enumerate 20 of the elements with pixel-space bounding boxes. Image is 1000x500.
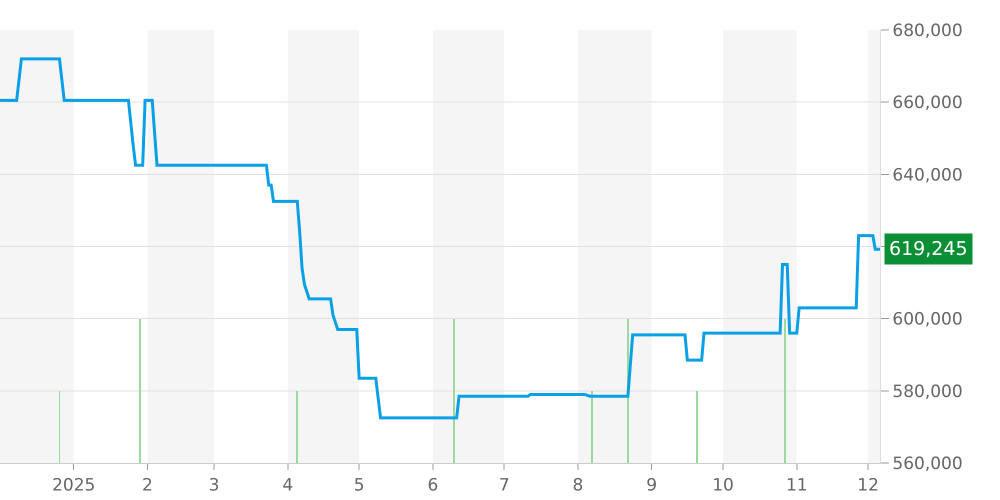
x-tick-label: 3 <box>208 475 220 496</box>
x-tick-label: 8 <box>572 475 584 496</box>
x-tick-label: 6 <box>427 475 438 496</box>
x-tick-label: 2025 <box>52 475 96 496</box>
y-tick-label: 580,000 <box>892 382 963 402</box>
x-tick-label: 4 <box>282 475 294 496</box>
y-tick-label: 600,000 <box>892 310 963 330</box>
y-tick-label: 560,000 <box>892 454 963 474</box>
x-tick-label: 11 <box>786 475 808 496</box>
annotation: 619,245 <box>889 238 968 260</box>
line-series <box>0 57 880 420</box>
x-tick-label: 2 <box>142 475 153 496</box>
y-tick-label: 680,000 <box>892 20 963 41</box>
x-tick-label: 10 <box>712 475 734 496</box>
x-tick-label: 7 <box>498 475 510 496</box>
x-tick-label: 9 <box>646 475 658 496</box>
x-tick-label: 5 <box>354 475 365 496</box>
y-tick-label: 660,000 <box>892 93 963 114</box>
y-tick-label: 640,000 <box>892 165 963 186</box>
x-tick-label: 12 <box>857 475 879 496</box>
